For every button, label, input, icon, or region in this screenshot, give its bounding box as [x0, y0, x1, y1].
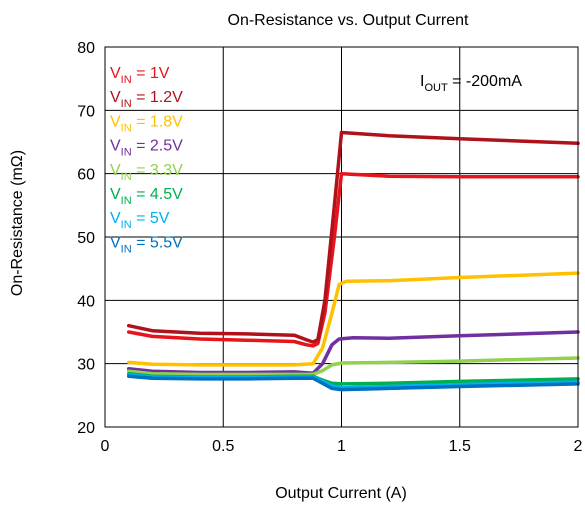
- x-axis-label: Output Current (A): [275, 485, 407, 502]
- legend-entry: VIN = 1V: [110, 65, 170, 86]
- series-lines: [126, 130, 580, 392]
- legend: VIN = 1V VIN = 1.2V VIN = 1.8V VIN = 2.5V VI…: [110, 65, 183, 255]
- y-tick-label: 80: [77, 40, 95, 57]
- y-tick-label: 50: [77, 230, 95, 247]
- x-tick-label: 1: [337, 438, 346, 455]
- x-tick-label: 2: [574, 438, 583, 455]
- x-tick-label: 0: [101, 438, 110, 455]
- x-tick-label: 0.5: [212, 438, 234, 455]
- legend-entry: VIN = 1.2V: [110, 89, 183, 110]
- y-tick-label: 70: [77, 103, 95, 120]
- legend-entry: VIN = 4.5V: [110, 186, 183, 207]
- legend-entry: VIN = 5V: [110, 210, 170, 231]
- plot-frame: [104, 46, 579, 428]
- series-line-3-3v: [126, 356, 580, 377]
- legend-entry: VIN = 3.3V: [110, 162, 183, 183]
- legend-entry: VIN = 2.5V: [110, 138, 183, 159]
- y-tick-label: 20: [77, 420, 95, 437]
- series-line-5-5v: [126, 374, 580, 392]
- annotation-sub: OUT: [424, 82, 448, 94]
- x-tick-label: 1.5: [449, 438, 471, 455]
- series-line-2-5v: [126, 330, 580, 375]
- chart-title: On-Resistance vs. Output Current: [228, 12, 470, 29]
- series-line-1-8v: [126, 271, 580, 367]
- series-line-1v: [126, 171, 580, 348]
- tick-labels: 0 0.5 1 1.5 2 20 30 40 50 60 70 80: [77, 40, 582, 455]
- legend-entry: VIN = 1.8V: [110, 113, 183, 134]
- annotation-rest: = -200mA: [448, 73, 523, 90]
- y-tick-label: 60: [77, 167, 95, 184]
- annotation-main: I: [420, 73, 424, 90]
- y-tick-label: 40: [77, 293, 95, 310]
- y-axis-label: On-Resistance (mΩ): [9, 150, 26, 296]
- y-tick-label: 30: [77, 357, 95, 374]
- current-annotation: IOUT = -200mA: [420, 73, 522, 94]
- legend-entry: VIN = 5.5V: [110, 234, 183, 255]
- series-line-1-2v: [126, 130, 580, 344]
